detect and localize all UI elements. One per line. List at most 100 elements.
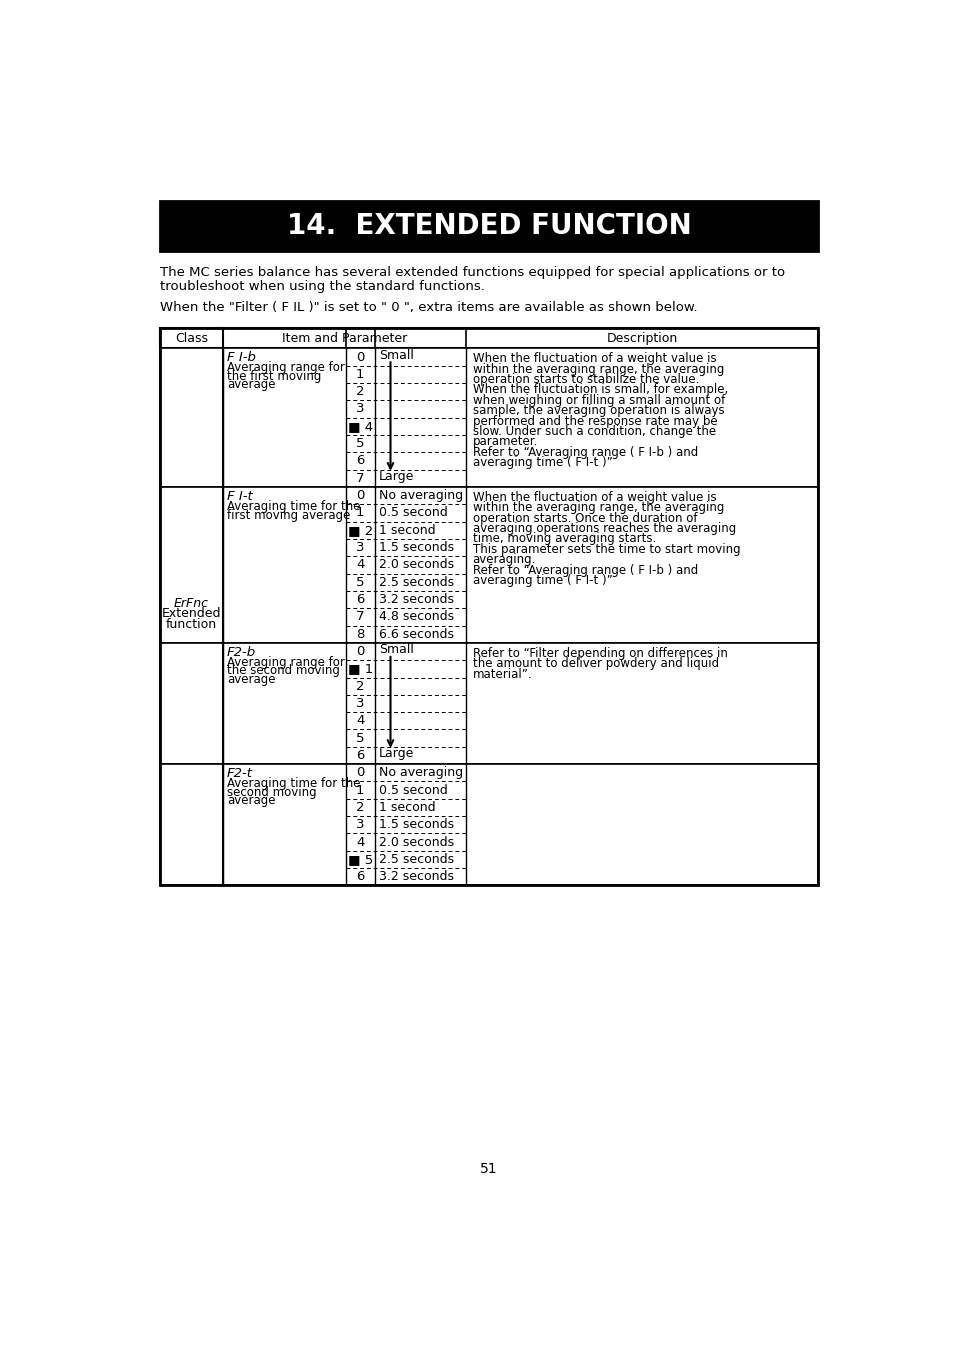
Text: 4: 4 [355,836,364,849]
Text: 7: 7 [355,471,364,485]
Text: 2.0 seconds: 2.0 seconds [378,836,454,849]
Text: Refer to “Averaging range ( F I-b ) and: Refer to “Averaging range ( F I-b ) and [472,563,698,576]
Text: material”.: material”. [472,667,532,680]
Bar [159,643,818,764]
Text: 3.2 seconds: 3.2 seconds [378,871,454,883]
Text: 0.5 second: 0.5 second [378,783,447,796]
Text: Small: Small [378,644,414,656]
Text: 0: 0 [355,767,364,779]
Text: within the averaging range, the averaging: within the averaging range, the averagin… [472,363,723,375]
Text: F I-b: F I-b [227,351,255,364]
Text: slow. Under such a condition, change the: slow. Under such a condition, change the [472,425,715,437]
Text: the second moving: the second moving [227,664,339,678]
Text: Description: Description [606,332,678,344]
Bar [159,328,818,886]
Text: F2-b: F2-b [227,645,255,659]
Text: Averaging time for the: Averaging time for the [227,778,360,790]
Text: 2: 2 [355,679,364,693]
Text: average: average [227,378,275,392]
Text: averaging.: averaging. [472,554,536,566]
Text: Refer to “Filter depending on differences in: Refer to “Filter depending on difference… [472,647,727,660]
Text: When the fluctuation is small, for example,: When the fluctuation is small, for examp… [472,383,727,397]
Text: Item and Parameter: Item and Parameter [282,332,407,344]
Text: 2.0 seconds: 2.0 seconds [378,559,454,571]
Text: sample, the averaging operation is always: sample, the averaging operation is alway… [472,404,723,417]
Text: ■ 4: ■ 4 [347,420,373,433]
Text: Extended: Extended [161,608,221,620]
Text: When the fluctuation of a weight value is: When the fluctuation of a weight value i… [472,352,716,366]
Text: within the averaging range, the averaging: within the averaging range, the averagin… [472,501,723,514]
Text: 1: 1 [355,367,364,381]
Text: 3.2 seconds: 3.2 seconds [378,593,454,606]
Text: performed and the response rate may be: performed and the response rate may be [472,414,717,428]
Text: 3: 3 [355,402,364,416]
Text: 51: 51 [479,1162,497,1176]
Text: average: average [227,672,275,686]
Text: 6: 6 [355,871,364,883]
Text: 3: 3 [355,697,364,710]
Text: 1.5 seconds: 1.5 seconds [378,818,454,832]
Text: 1: 1 [355,506,364,520]
Text: parameter.: parameter. [472,435,537,448]
Text: Large: Large [378,748,414,760]
Text: Refer to “Averaging range ( F I-b ) and: Refer to “Averaging range ( F I-b ) and [472,446,698,459]
Bar [159,201,818,251]
Text: 6.6 seconds: 6.6 seconds [378,628,454,641]
Text: time, moving averaging starts.: time, moving averaging starts. [472,532,656,545]
Text: 4: 4 [355,559,364,571]
Text: Class: Class [174,332,208,344]
Text: ■ 5: ■ 5 [347,853,373,865]
Text: 2.5 seconds: 2.5 seconds [378,853,454,865]
Text: averaging time ( F I-t )”: averaging time ( F I-t )” [472,456,612,470]
Text: troubleshoot when using the standard functions.: troubleshoot when using the standard fun… [159,279,484,293]
Text: Averaging range for: Averaging range for [227,656,344,670]
Text: No averaging: No averaging [378,489,462,502]
Text: 7: 7 [355,610,364,624]
Text: 2: 2 [355,801,364,814]
Text: the first moving: the first moving [227,370,321,383]
Text: 6: 6 [355,455,364,467]
Bar [159,328,818,348]
Text: 1: 1 [355,783,364,796]
Text: 1 second: 1 second [378,801,435,814]
Text: function: function [166,618,216,630]
Text: 0.5 second: 0.5 second [378,506,447,520]
Bar [159,348,818,487]
Text: F I-t: F I-t [227,490,253,504]
Text: 3: 3 [355,818,364,832]
Text: Small: Small [378,348,414,362]
Text: first moving average: first moving average [227,509,350,521]
Text: 6: 6 [355,593,364,606]
Text: 4: 4 [355,714,364,728]
Text: averaging operations reaches the averaging: averaging operations reaches the averagi… [472,522,735,535]
Text: 14.  EXTENDED FUNCTION: 14. EXTENDED FUNCTION [286,212,691,239]
Text: F2-t: F2-t [227,767,253,780]
Text: 8: 8 [355,628,364,641]
Text: 3: 3 [355,541,364,554]
Text: This parameter sets the time to start moving: This parameter sets the time to start mo… [472,543,740,556]
Bar [159,487,818,643]
Text: 6: 6 [355,749,364,761]
Text: Averaging range for: Averaging range for [227,362,344,374]
Text: 5: 5 [355,437,364,450]
Text: 2: 2 [355,385,364,398]
Text: 0: 0 [355,489,364,502]
Text: ■ 2: ■ 2 [347,524,373,537]
Text: operation starts. Once the duration of: operation starts. Once the duration of [472,512,697,525]
Text: When the fluctuation of a weight value is: When the fluctuation of a weight value i… [472,491,716,504]
Text: 1 second: 1 second [378,524,435,537]
Text: 5: 5 [355,732,364,745]
Text: 4.8 seconds: 4.8 seconds [378,610,454,624]
Text: When the "Filter ( F IL )" is set to " 0 ", extra items are available as shown b: When the "Filter ( F IL )" is set to " 0… [159,301,697,315]
Text: 0: 0 [355,645,364,657]
Text: when weighing or filling a small amount of: when weighing or filling a small amount … [472,394,724,406]
Text: No averaging: No averaging [378,767,462,779]
Text: 2.5 seconds: 2.5 seconds [378,575,454,589]
Text: the amount to deliver powdery and liquid: the amount to deliver powdery and liquid [472,657,718,670]
Text: operation starts to stabilize the value.: operation starts to stabilize the value. [472,373,699,386]
Text: 1.5 seconds: 1.5 seconds [378,541,454,554]
Text: average: average [227,794,275,807]
Text: The MC series balance has several extended functions equipped for special applic: The MC series balance has several extend… [159,266,784,279]
Text: 5: 5 [355,575,364,589]
Text: 0: 0 [355,351,364,363]
